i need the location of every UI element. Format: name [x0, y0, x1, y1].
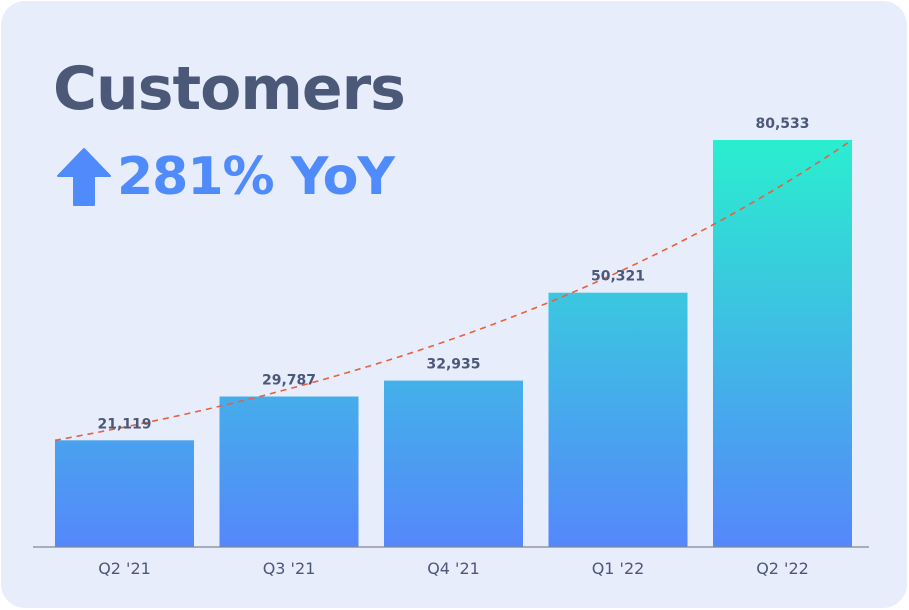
bar-value-label: 29,787: [262, 373, 316, 389]
x-tick-label: Q2 '21: [98, 559, 151, 578]
bar-value-label: 21,119: [97, 416, 151, 432]
x-tick-label: Q4 '21: [427, 559, 480, 578]
x-tick-label: Q2 '22: [756, 559, 809, 578]
yoy-growth-text: 281% YoY: [117, 147, 395, 207]
bar-value-label: 50,321: [591, 269, 645, 285]
x-tick-label: Q3 '21: [263, 559, 316, 578]
bar: [548, 292, 688, 547]
bar: [219, 396, 359, 547]
bar: [55, 440, 194, 547]
bar: [384, 380, 523, 547]
bar-value-label: 32,935: [426, 357, 480, 373]
chart-title: Customers: [53, 54, 406, 124]
x-tick-label: Q1 '22: [592, 559, 645, 578]
bar-value-label: 80,533: [755, 116, 809, 132]
up-arrow-icon: [57, 148, 111, 206]
bar: [713, 140, 852, 547]
trend-line: [54, 139, 853, 442]
chart-subtitle: 281% YoY: [55, 141, 395, 213]
